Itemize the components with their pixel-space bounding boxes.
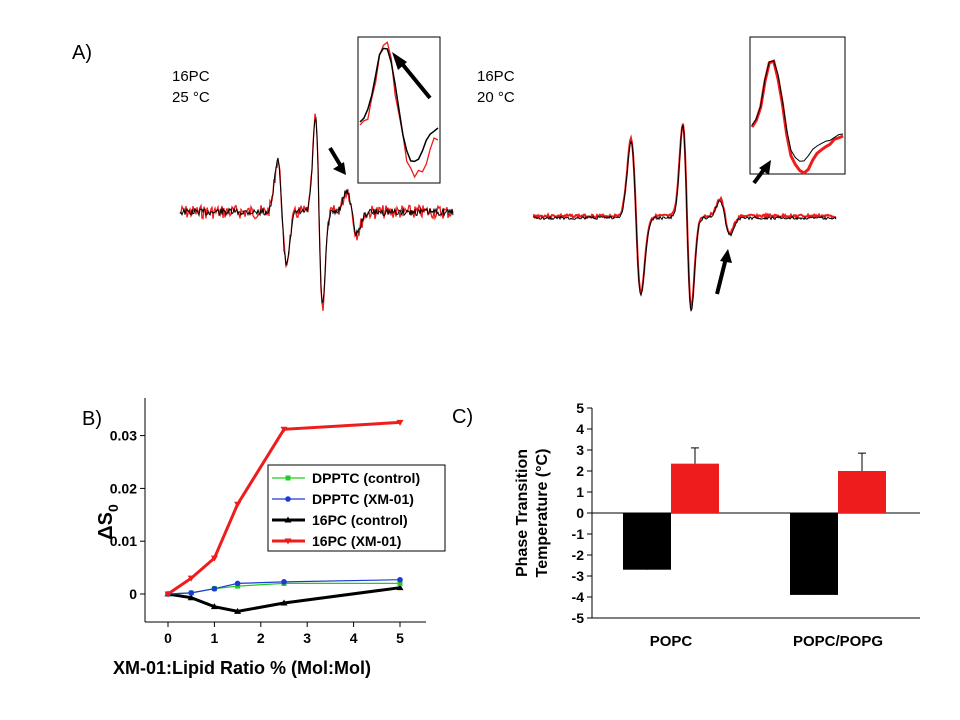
- b-legend-label-dpptc-control: DPPTC (control): [312, 470, 420, 486]
- b-point-16pc-xm-01: [396, 419, 404, 426]
- c-y-tick-label: 4: [576, 421, 584, 437]
- b-x-tick-label: 4: [350, 630, 358, 646]
- b-y-tick-label: 0.01: [110, 533, 137, 549]
- b-point-dpptc-xm-01: [188, 590, 194, 596]
- right-temperature-label: 20 °C: [477, 89, 515, 106]
- b-point-dpptc-control: [397, 580, 403, 586]
- b-legend-box: [267, 464, 446, 552]
- arrow-right-peak: [715, 249, 732, 295]
- b-point-dpptc-xm-01: [397, 576, 403, 583]
- c-y-tick-label: 2: [576, 463, 584, 479]
- c-y-tick-label: 5: [576, 400, 584, 416]
- c-y-title-line1: Phase Transition: [514, 449, 531, 577]
- b-x-tick-label: 1: [211, 630, 219, 646]
- b-legend-marker-dpptc-control: [285, 475, 291, 481]
- arrow-left-inset: [392, 52, 432, 100]
- c-bar-xm-01: [838, 471, 886, 513]
- b-line-dpptc-xm-01: [167, 579, 401, 595]
- b-point-16pc-control: [187, 594, 195, 601]
- b-x-tick-label: 5: [396, 630, 404, 646]
- b-x-axis-title: XM-01:Lipid Ratio % (Mol:Mol): [113, 658, 371, 678]
- b-point-16pc-control: [234, 607, 242, 614]
- c-y-tick-label: -4: [572, 589, 585, 605]
- right-spectrum-control-trace: [532, 125, 837, 312]
- b-legend: DPPTC (control) DPPTC (XM-01) 16PC (contro…: [272, 470, 420, 549]
- arrow-left-peak: [328, 146, 346, 175]
- c-y-tick-label: 0: [576, 505, 584, 521]
- b-ticks: 0 1 2 3 4 5 0 0.01 0.02 0.03: [110, 428, 404, 646]
- b-y-tick-label: 0.02: [110, 480, 137, 496]
- b-legend-marker-16pc-xm-01: [284, 538, 292, 545]
- c-bar-xm-01: [671, 463, 719, 513]
- right-inset-control-trace: [751, 60, 844, 162]
- b-point-dpptc-xm-01: [211, 585, 218, 592]
- panel-a-label: A): [72, 42, 92, 64]
- b-point-16pc-control: [396, 584, 404, 591]
- c-category-label: POPC: [650, 633, 693, 650]
- c-y-axis-title: Phase Transition Temperature (°C): [514, 449, 551, 578]
- b-point-16pc-xm-01: [280, 426, 288, 433]
- b-point-16pc-xm-01: [210, 555, 218, 562]
- b-legend-label-16pc-xm-01: 16PC (XM-01): [312, 533, 401, 549]
- right-spectrum-condition: 16PC 20 °C: [477, 66, 515, 108]
- panel-b-label: B): [82, 408, 102, 430]
- b-point-16pc-xm-01: [234, 501, 242, 508]
- b-legend-marker-dpptc-xm-01: [285, 496, 291, 502]
- b-x-tick-label: 2: [257, 630, 265, 646]
- right-probe-label: 16PC: [477, 68, 515, 85]
- right-inset-box: [749, 36, 846, 175]
- inset-traces: [359, 41, 844, 179]
- c-y-tick-label: 3: [576, 442, 584, 458]
- c-y-title-line2: Temperature (°C): [534, 449, 551, 578]
- left-probe-label: 16PC: [172, 68, 210, 85]
- b-point-16pc-xm-01: [187, 575, 195, 582]
- b-legend-label-dpptc-xm-01: DPPTC (XM-01): [312, 491, 414, 507]
- b-line-16pc-control: [167, 586, 401, 613]
- b-x-tick-label: 0: [164, 630, 172, 646]
- esr-spectra-traces: [179, 113, 837, 312]
- b-point-16pc-control: [210, 603, 218, 610]
- c-y-tick-label: 1: [576, 484, 584, 500]
- c-y-tick-label: -3: [572, 568, 585, 584]
- b-x-tick-label: 3: [303, 630, 311, 646]
- b-point-dpptc-xm-01: [281, 579, 287, 585]
- c-y-tick-label: -1: [572, 526, 585, 542]
- left-inset-control-trace: [359, 47, 439, 163]
- b-y-tick-label: 0.03: [110, 428, 137, 444]
- left-spectrum-condition: 16PC 25 °C: [172, 66, 210, 108]
- left-temperature-label: 25 °C: [172, 89, 210, 106]
- panel-c-label: C): [452, 406, 474, 428]
- b-line-16pc-xm-01: [167, 420, 401, 596]
- b-point-16pc-control: [280, 599, 288, 606]
- arrow-right-inset: [752, 160, 771, 185]
- b-point-16pc-xm-01: [164, 591, 172, 598]
- b-y-tick-label: 0: [129, 586, 137, 602]
- c-category-label: POPC/POPG: [793, 633, 883, 650]
- b-series: [164, 419, 404, 614]
- c-y-tick-label: -5: [572, 610, 585, 626]
- left-spectrum-control-trace: [179, 116, 454, 304]
- c-y-tick-label: -2: [572, 547, 585, 563]
- b-legend-label-16pc-control: 16PC (control): [312, 512, 408, 528]
- b-legend-marker-16pc-control: [284, 516, 292, 523]
- c-bars: POPC POPC/POPG: [623, 447, 886, 650]
- b-point-dpptc-xm-01: [234, 580, 241, 587]
